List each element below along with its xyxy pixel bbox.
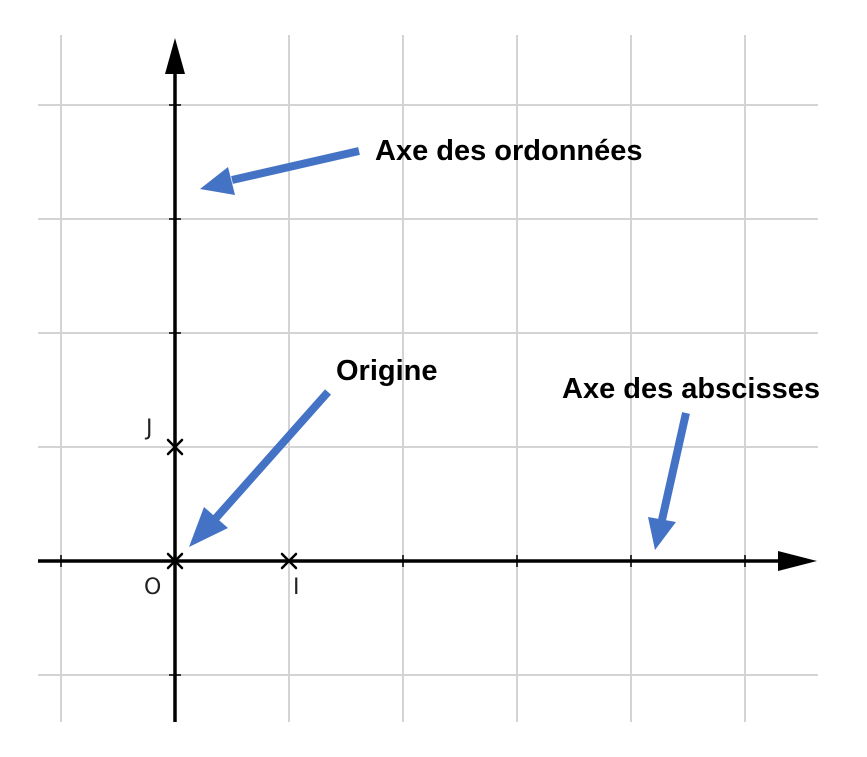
point-j-cross [166,438,184,456]
ordinate-pointer-arrow [200,147,360,195]
origin-pointer-head [189,507,228,547]
abscissa-axis-annotation: Axe des abscisses [562,373,820,405]
origin-annotation: Origine [336,355,438,387]
ordinate-axis-annotation: Axe des ordonnées [375,135,643,167]
point-i: I [280,552,300,600]
point-i-label: I [293,575,300,600]
ordinate-pointer-head [200,167,235,195]
abscissa-pointer-head [648,517,676,550]
y-axis-arrowhead [165,38,185,74]
point-o-label: O [144,575,161,600]
ordinate-pointer-shaft [231,147,360,184]
point-j-label: J [144,416,153,441]
point-o: O [144,552,184,600]
point-j: J [144,416,184,456]
point-i-cross [280,552,298,570]
x-axis-arrowhead [778,551,817,571]
grid [38,35,818,722]
point-o-cross [166,552,184,570]
abscissa-pointer-shaft [658,412,690,521]
axes [38,38,817,722]
abscissa-pointer-arrow [648,412,690,550]
origin-pointer-arrow [189,389,331,547]
origin-pointer-shaft [213,389,331,521]
